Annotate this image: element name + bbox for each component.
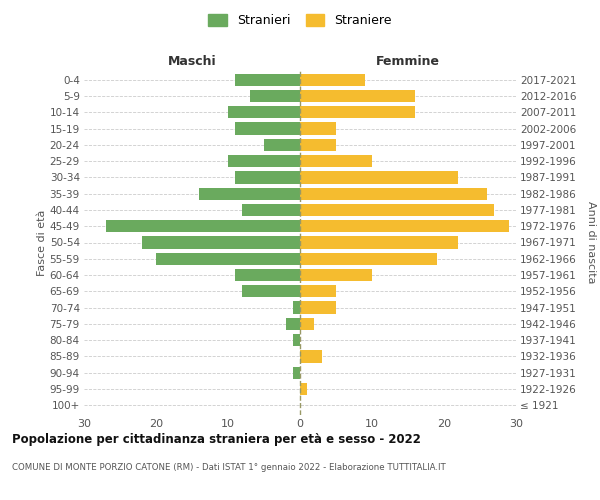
Bar — [235, 269, 300, 281]
Bar — [300, 252, 437, 265]
Bar — [142, 236, 300, 248]
Bar — [300, 172, 458, 183]
Text: COMUNE DI MONTE PORZIO CATONE (RM) - Dati ISTAT 1° gennaio 2022 - Elaborazione T: COMUNE DI MONTE PORZIO CATONE (RM) - Dat… — [12, 462, 446, 471]
Bar — [199, 188, 300, 200]
Bar — [300, 74, 365, 86]
Bar — [293, 366, 300, 379]
Bar — [235, 172, 300, 183]
Bar — [300, 122, 336, 134]
Bar — [235, 122, 300, 134]
Bar — [300, 204, 494, 216]
Bar — [293, 302, 300, 314]
Bar — [300, 236, 458, 248]
Bar — [156, 252, 300, 265]
Bar — [300, 318, 314, 330]
Bar — [300, 383, 307, 395]
Bar — [300, 269, 372, 281]
Bar — [242, 285, 300, 298]
Text: Popolazione per cittadinanza straniera per età e sesso - 2022: Popolazione per cittadinanza straniera p… — [12, 432, 421, 446]
Text: Femmine: Femmine — [376, 56, 440, 68]
Bar — [235, 74, 300, 86]
Bar — [300, 220, 509, 232]
Bar — [106, 220, 300, 232]
Y-axis label: Fasce di età: Fasce di età — [37, 210, 47, 276]
Y-axis label: Anni di nascita: Anni di nascita — [586, 201, 596, 283]
Bar — [264, 139, 300, 151]
Bar — [286, 318, 300, 330]
Bar — [228, 155, 300, 167]
Bar — [228, 106, 300, 118]
Text: Maschi: Maschi — [167, 56, 217, 68]
Bar — [242, 204, 300, 216]
Bar — [300, 302, 336, 314]
Bar — [250, 90, 300, 102]
Bar — [300, 106, 415, 118]
Bar — [300, 188, 487, 200]
Legend: Stranieri, Straniere: Stranieri, Straniere — [203, 8, 397, 32]
Bar — [293, 334, 300, 346]
Bar — [300, 350, 322, 362]
Bar — [300, 139, 336, 151]
Bar — [300, 155, 372, 167]
Bar — [300, 285, 336, 298]
Bar — [300, 90, 415, 102]
